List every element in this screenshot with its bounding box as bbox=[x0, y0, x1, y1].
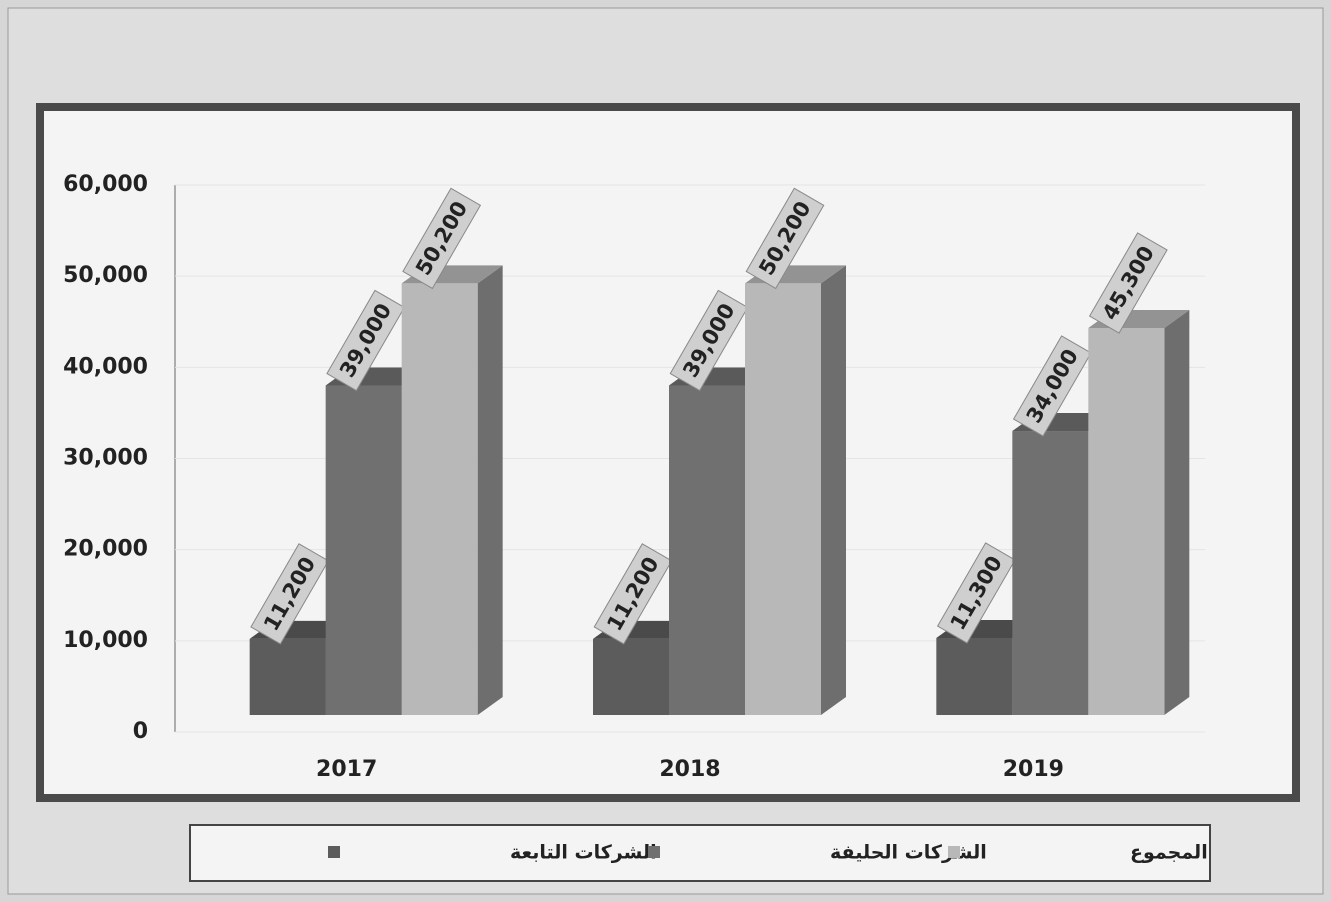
bar bbox=[669, 385, 745, 715]
bar-side bbox=[821, 265, 846, 715]
bar-side bbox=[1164, 310, 1190, 715]
x-tick-label: 2018 bbox=[659, 757, 720, 782]
bar bbox=[745, 283, 821, 715]
data-label-box bbox=[593, 543, 673, 645]
bar bbox=[401, 283, 478, 715]
legend-label: الشركات التابعة bbox=[510, 842, 657, 864]
data-label-box bbox=[745, 187, 825, 290]
bar-side bbox=[477, 265, 503, 715]
legend-swatch bbox=[648, 846, 660, 858]
bar bbox=[325, 385, 402, 715]
bar bbox=[1088, 328, 1165, 715]
data-label-box bbox=[669, 289, 749, 392]
legend-swatch bbox=[328, 846, 340, 858]
data-label-box bbox=[936, 542, 1016, 644]
data-label-box bbox=[1088, 232, 1168, 334]
legend-box bbox=[189, 824, 1211, 882]
y-tick-label: 60,000 bbox=[63, 172, 148, 197]
legend-label: الشركات الحليفة bbox=[830, 842, 987, 864]
y-tick-label: 10,000 bbox=[63, 628, 148, 653]
bar bbox=[936, 637, 1013, 715]
y-tick-label: 40,000 bbox=[63, 354, 148, 379]
data-label-box bbox=[1012, 335, 1092, 437]
legend-label: المجموع bbox=[1130, 842, 1208, 864]
y-tick-label: 30,000 bbox=[63, 446, 148, 471]
x-tick-label: 2019 bbox=[1003, 757, 1064, 782]
data-label-box bbox=[250, 543, 330, 645]
y-tick-label: 50,000 bbox=[63, 263, 148, 288]
y-tick-label: 20,000 bbox=[63, 537, 148, 562]
bar bbox=[249, 638, 326, 715]
bar bbox=[593, 638, 669, 715]
data-label-box bbox=[402, 187, 482, 290]
data-label-box bbox=[326, 289, 406, 392]
legend-swatch bbox=[948, 846, 960, 858]
bar bbox=[1012, 431, 1089, 715]
y-tick-label: 0 bbox=[133, 719, 148, 744]
x-tick-label: 2017 bbox=[316, 757, 377, 782]
